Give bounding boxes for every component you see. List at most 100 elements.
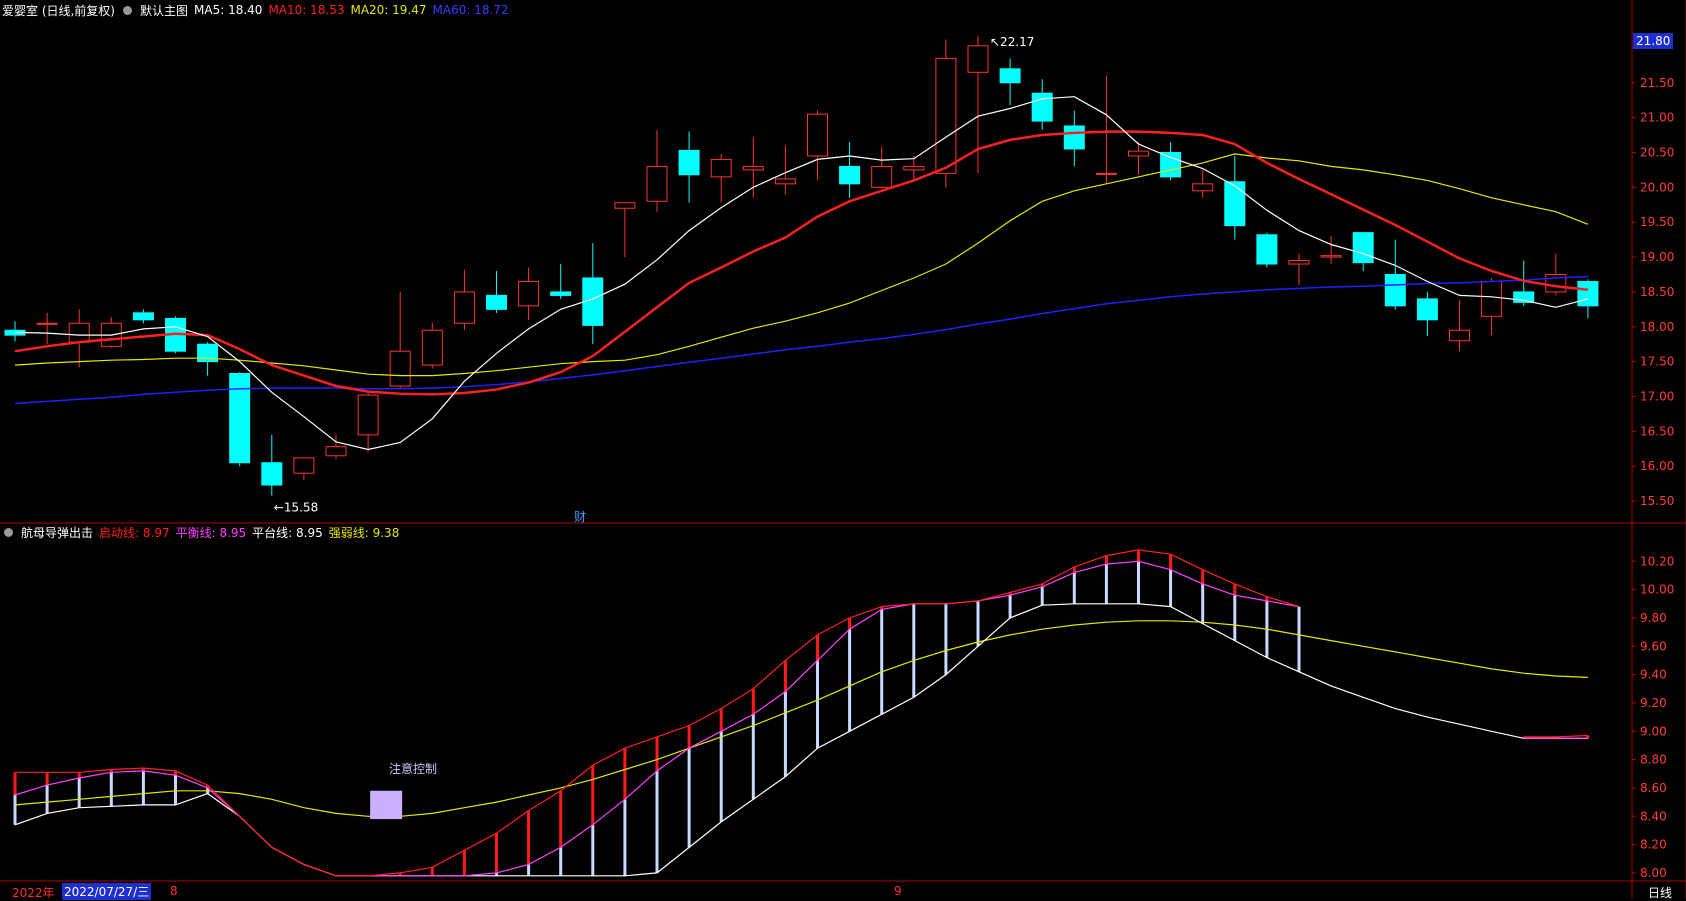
indicator-settings-icon[interactable] (4, 527, 13, 537)
candle-up (742, 165, 764, 171)
candle-up (1481, 280, 1503, 317)
candle-down (197, 343, 219, 363)
candle-up (36, 322, 58, 325)
candle-down (1256, 234, 1278, 265)
balance-line (14, 560, 1588, 877)
main-ytick-label: 20.50 (1640, 145, 1674, 159)
note-label: 注意控制 (389, 762, 438, 776)
candle-down (550, 291, 572, 296)
footer-month-sep: 9 (894, 884, 902, 898)
candle-up (1288, 260, 1310, 265)
main-chart-label[interactable]: 默认主图 (140, 3, 189, 18)
candle-up (1128, 150, 1149, 157)
settings-icon[interactable] (123, 5, 132, 15)
candle-up (646, 165, 668, 202)
ma60-line (14, 275, 1588, 405)
line3-value: 平台线: 8.95 (252, 525, 323, 540)
sub-ytick-label: 9.40 (1640, 668, 1667, 682)
ma5-line (14, 96, 1589, 451)
indicator-name[interactable]: 航母导弹出击 (21, 525, 94, 540)
main-ytick-label: 19.00 (1640, 250, 1674, 264)
candle-down (1384, 273, 1406, 307)
candle-down (1160, 151, 1182, 178)
main-ytick-label: 21.50 (1640, 76, 1674, 90)
ma60-value: MA60: 18.72 (432, 3, 509, 17)
sub-ytick-label: 9.60 (1640, 639, 1667, 653)
candle-up (518, 280, 540, 307)
sub-ytick-label: 8.20 (1640, 838, 1667, 852)
start-line (15, 549, 1588, 877)
footer-year: 2022年 (12, 886, 55, 900)
candle-down (1416, 298, 1438, 321)
line1-value: 启动线: 8.97 (99, 525, 170, 540)
ma10-value: MA10: 18.53 (268, 3, 345, 17)
main-ytick-label: 19.50 (1640, 215, 1674, 229)
sub-ytick-label: 9.20 (1640, 696, 1667, 710)
candle-up (293, 457, 315, 474)
current-price-badge: 21.80 (1633, 33, 1674, 49)
candle-up (357, 394, 379, 436)
candle-up (453, 291, 475, 324)
candle-down (839, 165, 861, 185)
candle-down (261, 462, 283, 486)
candle-up (967, 45, 989, 73)
ma5-value: MA5: 18.40 (194, 3, 263, 17)
main-ytick-label: 16.00 (1640, 459, 1674, 473)
strength-line (14, 620, 1588, 817)
candle-up (68, 322, 90, 343)
candle-up (421, 329, 443, 366)
main-ytick-label: 15.50 (1640, 494, 1674, 508)
footer-month-aug: 8 (170, 884, 178, 898)
main-ytick-label: 16.50 (1640, 424, 1674, 438)
candle-down (678, 149, 700, 176)
candle-up (389, 350, 411, 387)
candle-up (1095, 172, 1117, 175)
main-ytick-label: 21.00 (1640, 111, 1674, 125)
footer-period[interactable]: 日线 (1648, 886, 1673, 900)
sub-ytick-label: 10.20 (1640, 554, 1674, 568)
candle-up (935, 57, 957, 174)
sub-ytick-label: 8.80 (1640, 753, 1667, 767)
candle-up (903, 165, 925, 171)
ma20-value: MA20: 19.47 (350, 3, 427, 17)
candle-up (1320, 255, 1342, 258)
candle-down (132, 312, 154, 321)
candle-up (710, 158, 732, 178)
sub-ytick-label: 8.60 (1640, 781, 1667, 795)
indicator-header: 航母导弹出击 启动线: 8.97 平衡线: 8.95 平台线: 8.95 强弱线… (2, 523, 399, 541)
cai-marker[interactable]: 财 (574, 510, 587, 524)
candle-down (486, 294, 507, 310)
main-ytick-label: 17.00 (1640, 390, 1674, 404)
line4-value: 强弱线: 9.38 (328, 525, 400, 540)
candle-down (1224, 181, 1246, 227)
main-chart-header: 爱婴室 (日线,前复权) 默认主图 MA5: 18.40 MA10: 18.53… (2, 1, 509, 19)
ma20-line (14, 153, 1589, 377)
footer-date[interactable]: 2022/07/27/三 (62, 883, 152, 900)
sub-ytick-label: 8.40 (1640, 809, 1667, 823)
sub-ytick-label: 10.00 (1640, 583, 1674, 597)
high-price-label: ↖22.17 (990, 35, 1034, 49)
main-ytick-label: 17.50 (1640, 355, 1674, 369)
low-price-label: ←15.58 (274, 501, 318, 515)
main-ytick-label: 18.00 (1640, 320, 1674, 334)
main-ytick-label: 18.50 (1640, 285, 1674, 299)
candle-up (325, 446, 347, 457)
main-ytick-label: 20.00 (1640, 180, 1674, 194)
candle-down (1352, 232, 1374, 264)
candle-up (871, 165, 893, 188)
candle-up (774, 178, 796, 185)
sub-ytick-label: 8.00 (1640, 866, 1667, 880)
ma10-line (14, 130, 1589, 396)
candle-down (1031, 92, 1053, 122)
note-marker-box (370, 790, 403, 820)
candle-down (1063, 125, 1085, 150)
candle-down (999, 68, 1021, 84)
stock-title[interactable]: 爱婴室 (日线,前复权) (2, 3, 115, 18)
candle-down (1513, 291, 1535, 303)
candle-up (1449, 329, 1470, 342)
sub-ytick-label: 9.00 (1640, 724, 1667, 738)
candle-up (1192, 183, 1214, 192)
sub-ytick-label: 9.80 (1640, 611, 1667, 625)
line2-value: 平衡线: 8.95 (175, 525, 247, 540)
